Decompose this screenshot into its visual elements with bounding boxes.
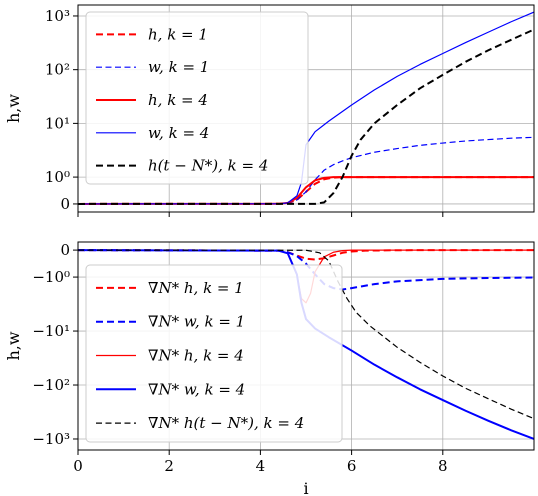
y-tick-label: 0 xyxy=(60,241,70,259)
legend-label: ∇N* h, k = 4 xyxy=(148,347,244,365)
series-line-2 xyxy=(78,136,534,205)
legend-label: w, k = 1 xyxy=(148,58,209,76)
x-tick-label: 8 xyxy=(438,457,448,475)
axes-frame xyxy=(77,241,535,451)
x-tick-label: 0 xyxy=(73,457,83,475)
x-axis-label: i xyxy=(303,479,308,496)
series-line-4 xyxy=(78,11,534,205)
y-tick-label: −10⁰ xyxy=(32,268,70,286)
x-tick-label: 4 xyxy=(256,457,266,475)
series-line-5 xyxy=(78,28,534,205)
legend-label: h(t − N*), k = 4 xyxy=(148,157,268,175)
legend-box xyxy=(85,264,343,443)
x-tick-label: 2 xyxy=(164,457,174,475)
legend-box xyxy=(85,11,309,185)
y-tick-label: 10² xyxy=(45,61,70,79)
legend-label: ∇N* h, k = 1 xyxy=(148,279,244,297)
legend: h, k = 1 w, k = 1 h, k = 4 w, k = 4 h(t − N*… xyxy=(85,11,309,185)
top-panel: 0 10⁰ 10¹ 10² 10³ h,w h, k = 1 w, k = 1 h, k = 4… xyxy=(4,4,535,217)
y-axis-label: h,w xyxy=(4,94,23,123)
y-tick-label: 10¹ xyxy=(45,114,70,132)
axes-frame xyxy=(77,4,535,213)
legend-label: w, k = 4 xyxy=(148,124,209,142)
y-tick-label: 0 xyxy=(60,195,70,213)
y-tick-label: 10³ xyxy=(45,7,70,25)
y-tick-label: −10² xyxy=(32,376,70,394)
legend-label: ∇N* w, k = 1 xyxy=(148,313,245,331)
y-tick-label: −10¹ xyxy=(32,322,70,340)
legend-label: h, k = 1 xyxy=(148,25,208,43)
legend: ∇N* h, k = 1 ∇N* w, k = 1 ∇N* h, k = 4 ∇N* … xyxy=(85,264,343,443)
legend-label: ∇N* h(t − N*), k = 4 xyxy=(148,414,304,432)
legend-label: h, k = 4 xyxy=(148,91,208,109)
y-tick-label: −10³ xyxy=(32,430,70,448)
y-tick-label: 10⁰ xyxy=(45,168,70,186)
legend-label: ∇N* w, k = 4 xyxy=(148,380,245,398)
y-axis-label: h,w xyxy=(4,331,23,360)
x-tick-label: 6 xyxy=(347,457,357,475)
series-line-1 xyxy=(78,249,534,261)
